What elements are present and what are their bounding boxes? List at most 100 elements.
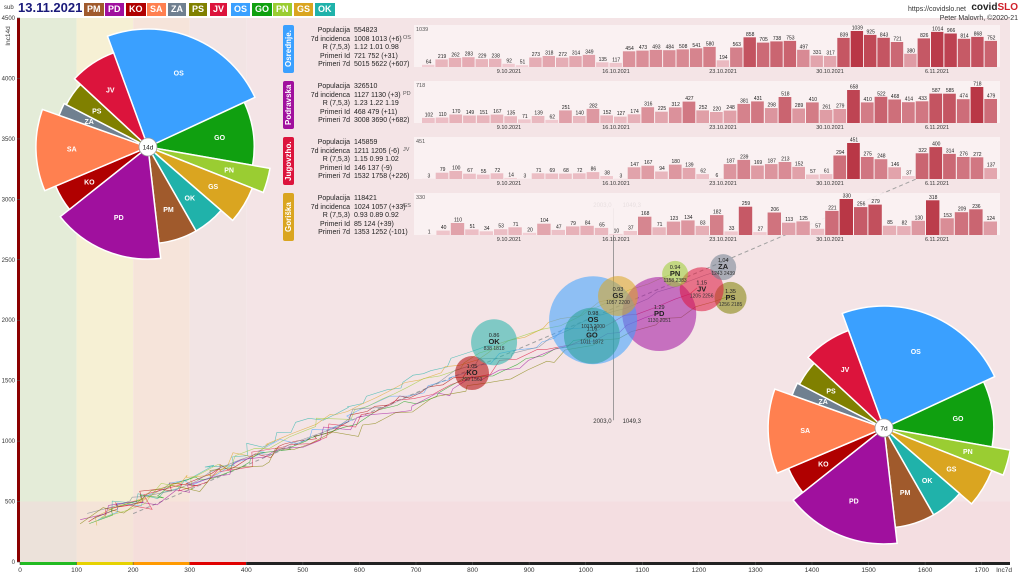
bar-gs-8	[537, 223, 551, 235]
bar-label-gs-38: 236	[972, 204, 981, 210]
bar-jv-12	[586, 172, 600, 179]
stat-key: Populacija	[317, 27, 350, 34]
legend-chip-za[interactable]: ZA	[168, 3, 186, 16]
bar-label-jv-12: 86	[591, 167, 597, 173]
bubble-sub-ko: 799 1563	[462, 377, 483, 383]
bar-label-pd-35: 414	[905, 97, 914, 103]
bar-label-pd-39: 474	[960, 94, 969, 100]
legend-chip-pn[interactable]: PN	[273, 3, 292, 16]
stat-row: 7d incidenca 1211 1205 (-6)	[298, 148, 410, 157]
bubble-gs	[597, 276, 638, 317]
bar-label-pd-27: 289	[795, 103, 804, 109]
bar-pd-21	[710, 112, 723, 123]
date-jv-1: 16.10.2021	[602, 181, 630, 187]
bubble-jv	[679, 267, 724, 312]
stat-key: Primeri 7d	[318, 61, 350, 68]
bar-label-os-2: 262	[451, 52, 460, 58]
bar-gs-39	[983, 221, 997, 235]
bar-gs-13	[609, 233, 623, 235]
stat-key: 7d incidenca	[310, 147, 350, 155]
bar-os-7	[515, 65, 529, 67]
bar-label-jv-25: 187	[768, 159, 777, 165]
legend-chip-pm[interactable]: PM	[84, 3, 104, 16]
y-tick-label-4500: 4500	[2, 16, 16, 22]
author-credit: Peter Malovrh, ©2020-21	[939, 15, 1018, 22]
y-tick-label-500: 500	[5, 500, 16, 506]
bar-pd-10	[559, 110, 572, 123]
panel-code-os: OS	[403, 35, 411, 41]
stat-key: Primeri Id	[320, 164, 350, 172]
bar-label-gs-22: 259	[742, 201, 751, 207]
strip-4	[246, 562, 1011, 565]
bar-pd-20	[696, 110, 709, 123]
legend-chip-gs[interactable]: GS	[294, 3, 314, 16]
bar-pd-11	[572, 116, 586, 123]
bar-label-os-12: 349	[585, 49, 594, 55]
bar-label-gs-21: 33	[729, 226, 735, 232]
bubble-sub-gs: 1057 2200	[606, 300, 630, 306]
bubble-sub-ps: 1256 2185	[719, 302, 743, 308]
bar-label-gs-15: 168	[641, 211, 650, 217]
legend-chip-sa[interactable]: SA	[147, 3, 166, 16]
bar-label-jv-27: 152	[795, 161, 804, 167]
bar-jv-29	[819, 174, 833, 179]
bar-label-gs-29: 330	[843, 194, 852, 200]
site-url[interactable]: https://covidslo.net	[908, 6, 966, 13]
bar-label-pd-40: 718	[973, 82, 982, 88]
stat-row: 7d incidenca 1127 1130 (+3)	[298, 92, 410, 101]
bar-label-pd-18: 312	[672, 102, 681, 108]
bar-pd-15	[627, 114, 641, 123]
bar-os-41	[971, 36, 984, 67]
bar-label-os-3: 283	[465, 52, 474, 58]
legend-chip-ok[interactable]: OK	[315, 3, 335, 16]
bar-os-17	[649, 49, 663, 67]
bar-label-os-30: 317	[826, 51, 835, 57]
bar-label-pd-1: 110	[439, 112, 447, 118]
bar-jv-13	[600, 176, 613, 179]
x-tick-label-200: 200	[128, 567, 139, 574]
legend-chip-go[interactable]: GO	[252, 3, 273, 16]
bubble-ko	[455, 356, 490, 391]
bar-jv-18	[668, 164, 682, 179]
bar-label-jv-5: 72	[495, 168, 501, 174]
stat-value: 1.12 1.01 0.98	[354, 44, 399, 51]
legend-chip-ps[interactable]: PS	[189, 3, 208, 16]
bar-label-jv-20: 62	[700, 169, 706, 175]
bar-label-os-16: 473	[639, 45, 648, 51]
bar-os-37	[917, 38, 930, 67]
bar-os-22	[716, 60, 730, 67]
bar-label-jv-0: 3	[428, 173, 431, 179]
bar-pd-29	[819, 109, 833, 123]
bar-label-os-23: 563	[733, 42, 742, 48]
bar-jv-9	[545, 173, 559, 179]
legend-chip-ko[interactable]: KO	[126, 3, 146, 16]
bubble-code-gs: GS	[613, 291, 624, 300]
legend-chip-jv[interactable]: JV	[210, 3, 228, 16]
bar-label-pd-24: 431	[754, 96, 763, 102]
bubble-code-ok: OK	[488, 337, 500, 346]
bar-gs-22	[738, 206, 753, 235]
date-pd-1: 16.10.2021	[602, 125, 630, 131]
bar-pd-2	[449, 114, 463, 123]
slice-pd	[792, 426, 898, 545]
bar-label-os-1: 219	[438, 54, 447, 60]
bar-jv-22	[723, 164, 737, 179]
bar-pd-12	[586, 108, 600, 123]
bar-os-20	[689, 48, 703, 67]
legend-chip-os[interactable]: OS	[231, 3, 251, 16]
bar-os-1	[435, 59, 448, 67]
bar-jv-28	[806, 174, 819, 179]
stat-key: 7d incidenca	[310, 91, 350, 99]
legend-chip-pd[interactable]: PD	[105, 3, 124, 16]
stat-value: 1.15 0.99 1.02	[354, 156, 399, 163]
region-card-gs: Goriška	[283, 193, 294, 241]
x-tick-label-100: 100	[71, 567, 82, 574]
bar-jv-17	[655, 171, 668, 179]
date-os-2: 23.10.2021	[709, 69, 737, 75]
bar-label-jv-3: 67	[467, 168, 473, 174]
stat-value: 1.23 1.22 1.19	[354, 100, 399, 107]
slice-label-jv: JV	[106, 88, 115, 95]
x-tick-label-500: 500	[297, 567, 308, 574]
stat-row: 7d incidenca 1024 1057 (+33)	[298, 204, 410, 213]
